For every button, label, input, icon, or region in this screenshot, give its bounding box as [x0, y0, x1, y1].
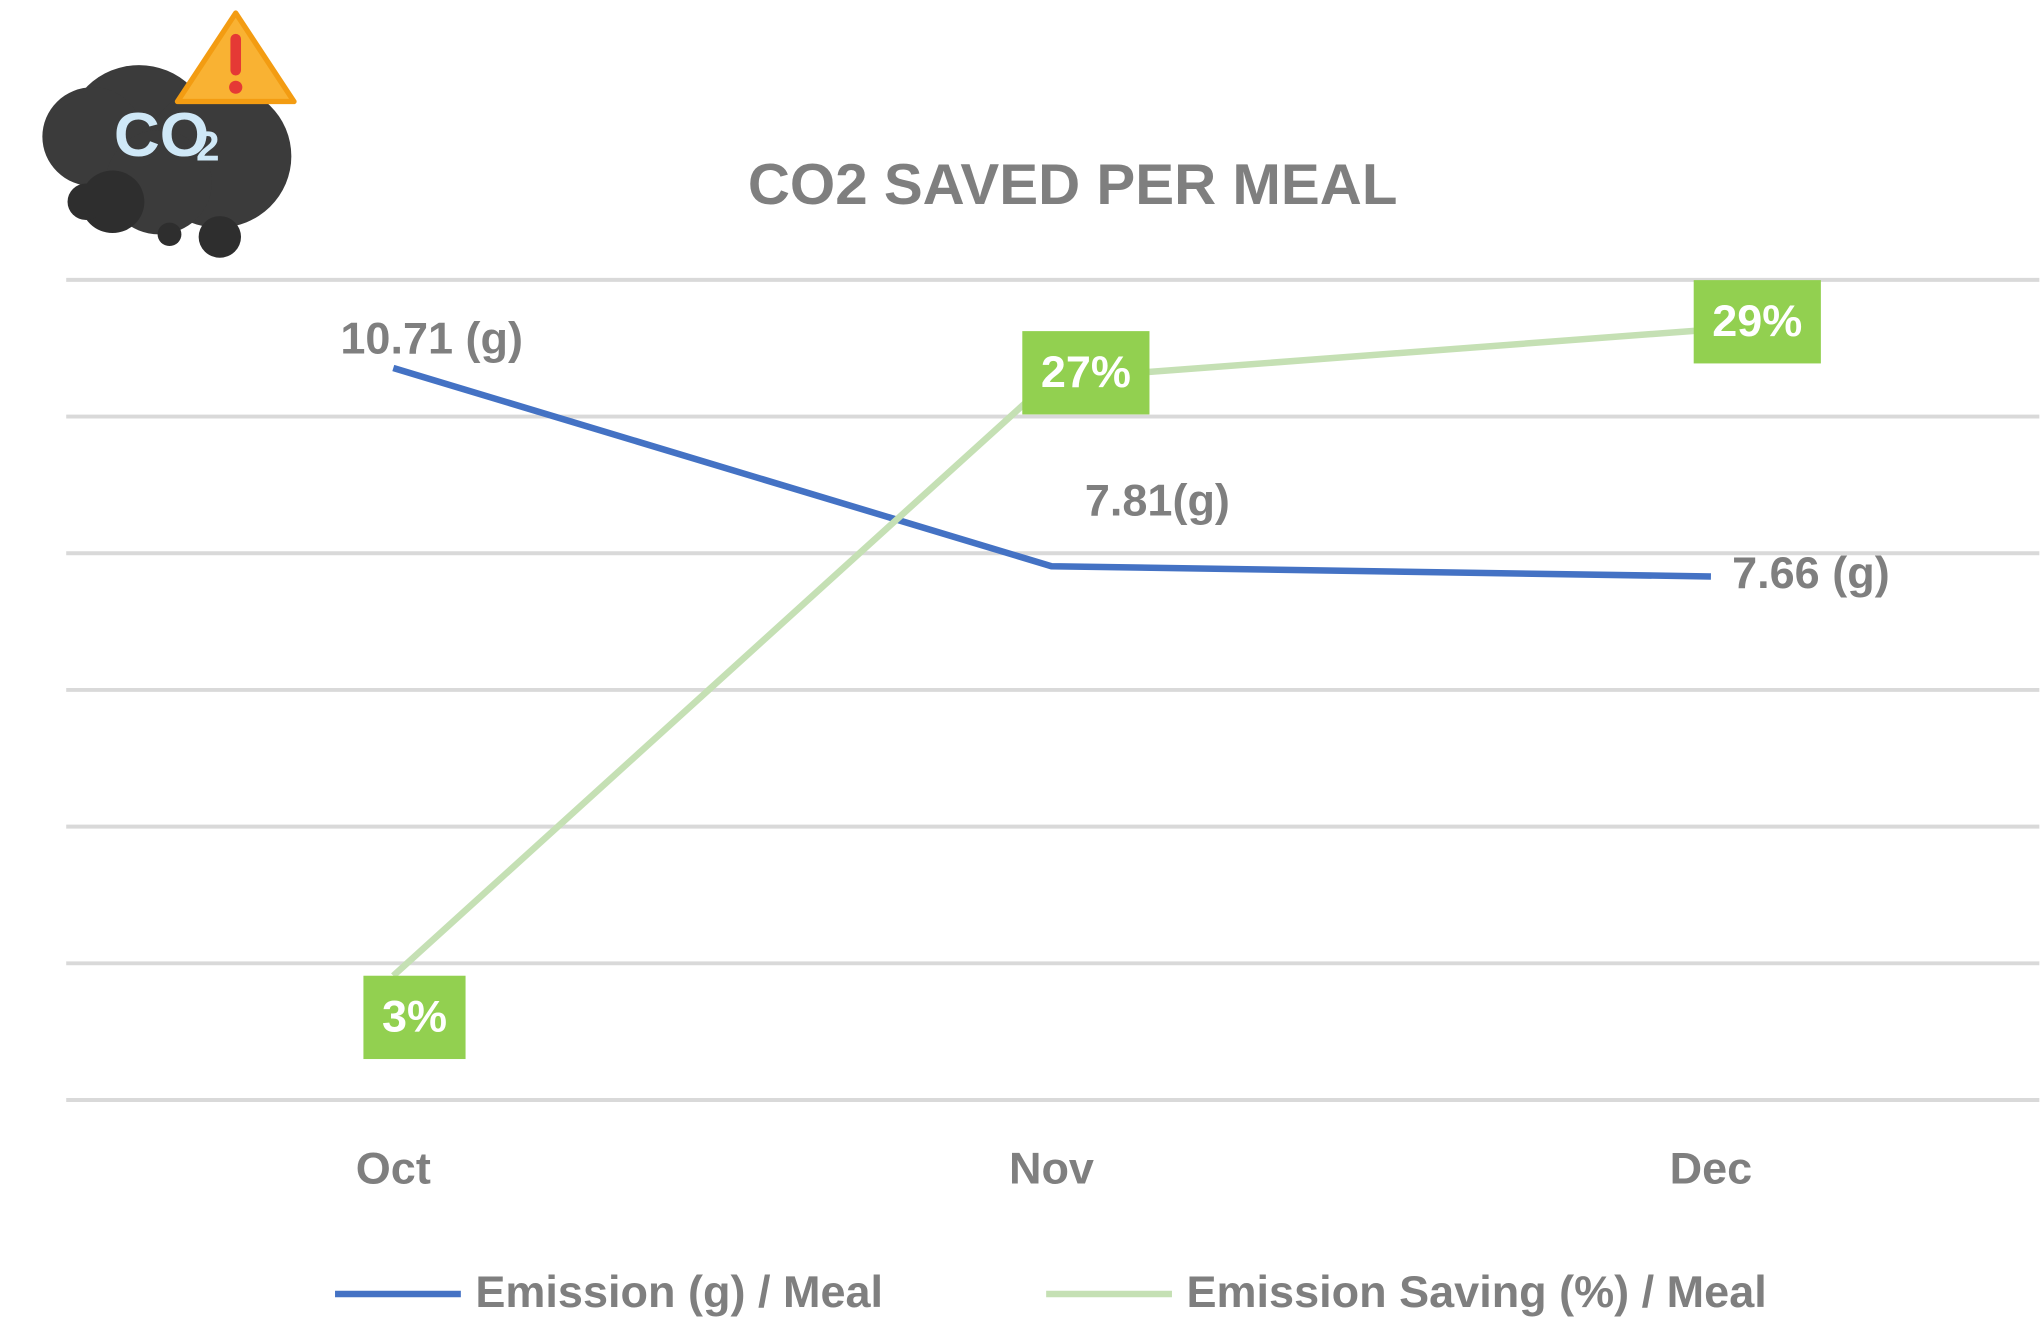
icon-label: CO — [114, 100, 209, 169]
data-label-box — [1022, 331, 1150, 415]
x-tick-label: Nov — [1009, 1145, 1094, 1194]
data-label: 27% — [1022, 331, 1150, 415]
x-tick-label: Dec — [1670, 1145, 1753, 1194]
legend-label: Emission (g) / Meal — [475, 1268, 883, 1317]
legend-label: Emission Saving (%) / Meal — [1187, 1268, 1767, 1317]
data-label: 29% — [1693, 280, 1821, 364]
data-label-box — [1693, 280, 1821, 364]
series-line — [392, 364, 1711, 580]
icon-subscript: 2 — [196, 123, 220, 170]
chart-title: CO2 SAVED PER MEAL — [748, 153, 1398, 216]
data-label: 7.81(g) — [1085, 477, 1230, 526]
data-label-text: 3% — [382, 993, 447, 1042]
data-label-box — [363, 975, 466, 1060]
data-label: 3% — [363, 975, 466, 1060]
co2-icon: CO 2 — [42, 10, 297, 258]
data-label-text: 29% — [1712, 297, 1802, 346]
x-tick-label: Oct — [356, 1145, 431, 1194]
data-label-text: 27% — [1041, 348, 1131, 397]
data-label: 10.71 (g) — [340, 315, 523, 364]
data-label: 7.66 (g) — [1732, 550, 1890, 599]
